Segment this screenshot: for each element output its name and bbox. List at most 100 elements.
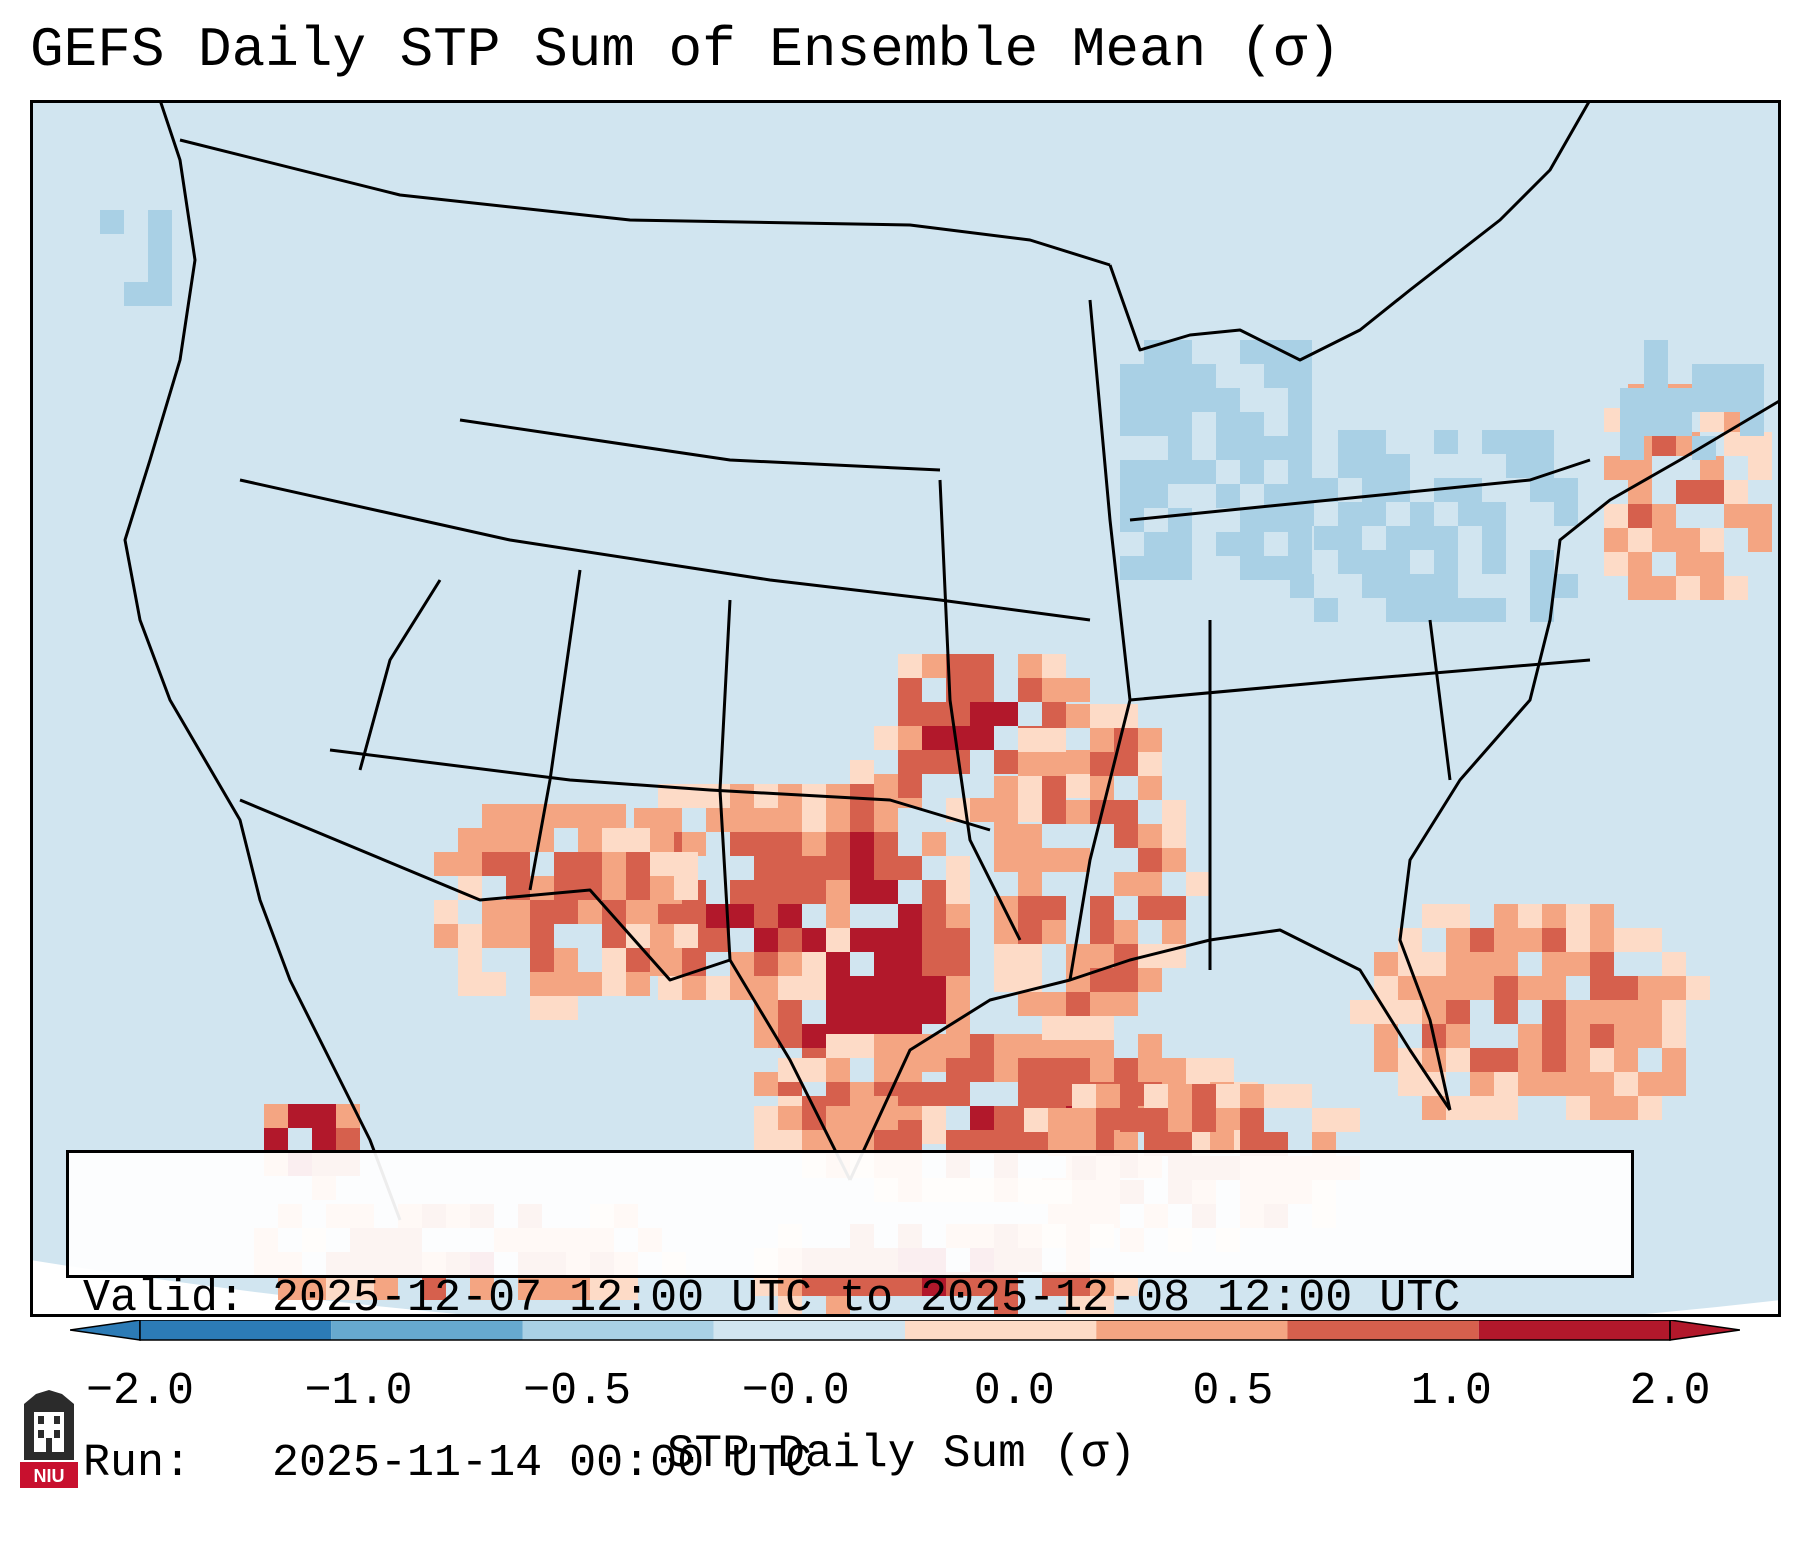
stp-cell [482, 804, 506, 828]
stp-cell [530, 948, 554, 972]
stp-cell [1018, 992, 1042, 1016]
stp-cell [1518, 1048, 1542, 1072]
stp-cell [1144, 364, 1168, 388]
stp-cell [1614, 1000, 1638, 1024]
stp-cell [778, 976, 802, 1000]
stp-cell [1716, 388, 1740, 412]
stp-cell [1288, 364, 1312, 388]
stp-cell [1042, 1016, 1066, 1040]
stp-cell [946, 1034, 970, 1058]
stp-cell [1042, 678, 1066, 702]
stp-cell [554, 900, 578, 924]
stp-cell [1542, 952, 1566, 976]
stp-cell [1216, 1084, 1240, 1108]
stp-cell [898, 928, 922, 952]
stp-cell [1066, 774, 1090, 798]
stp-cell [898, 856, 922, 880]
stp-cell [826, 1000, 850, 1024]
stp-cell [946, 976, 970, 1000]
stp-cell [754, 1072, 778, 1096]
colorbar-tick-label: 0.0 [973, 1366, 1055, 1417]
stp-cell [1700, 552, 1724, 576]
stp-cell [1506, 430, 1530, 454]
stp-cell [1338, 502, 1362, 526]
stp-cell [778, 832, 802, 856]
stp-cell [1740, 364, 1764, 388]
stp-cell [1264, 1084, 1288, 1108]
colorbar-segment [522, 1320, 714, 1340]
stp-cell [1590, 952, 1614, 976]
stp-cell [802, 808, 826, 832]
stp-cell [1018, 848, 1042, 872]
stp-cell [506, 924, 530, 948]
stp-cell [1042, 992, 1066, 1016]
stp-cell [1114, 872, 1138, 896]
stp-cell [970, 726, 994, 750]
stp-cell [1724, 480, 1748, 504]
stp-cell [1240, 508, 1264, 532]
stp-cell [1446, 1048, 1470, 1072]
stp-cell [1652, 504, 1676, 528]
stp-cell [1482, 598, 1506, 622]
stp-cell [1090, 944, 1114, 968]
stp-cell [1120, 460, 1144, 484]
stp-cells [100, 210, 1772, 1317]
stp-cell [1096, 1084, 1120, 1108]
stp-cell [1604, 552, 1628, 576]
stp-cell [578, 972, 602, 996]
stp-cell [874, 774, 898, 798]
stp-cell [1518, 904, 1542, 928]
stp-cell [922, 1000, 946, 1024]
stp-cell [1362, 454, 1386, 478]
stp-cell [826, 1082, 850, 1106]
stp-cell [1494, 928, 1518, 952]
stp-cell [1554, 478, 1578, 502]
stp-cell [458, 924, 482, 948]
stp-cell [922, 702, 946, 726]
stp-cell [1018, 1082, 1042, 1106]
state-line-7 [938, 479, 1022, 941]
stp-cell [1386, 526, 1410, 550]
colorbar-tick-label: −2.0 [85, 1366, 195, 1417]
stp-cell [922, 654, 946, 678]
stp-cell [1240, 1108, 1264, 1132]
stp-cell [302, 1276, 326, 1300]
stp-cell [874, 928, 898, 952]
stp-cell [970, 1034, 994, 1058]
stp-cell [1144, 1108, 1168, 1132]
stp-cell [898, 976, 922, 1000]
stp-cell [1186, 1058, 1210, 1082]
state-line-11 [1428, 619, 1452, 781]
stp-cell [100, 210, 124, 234]
stp-cell [826, 856, 850, 880]
stp-cell [970, 702, 994, 726]
stp-cell [1620, 388, 1644, 412]
stp-cell [1410, 574, 1434, 598]
stp-cell [1240, 340, 1264, 364]
stp-cell [1042, 1058, 1066, 1082]
state-line-3 [329, 748, 991, 832]
stp-cell [1162, 920, 1186, 944]
state-line-1 [239, 478, 1091, 622]
stp-cell [1288, 436, 1312, 460]
stp-cell [1362, 478, 1386, 502]
stp-cell [1066, 1296, 1090, 1317]
stp-cell [1138, 752, 1162, 776]
stp-cell [994, 920, 1018, 944]
stp-cell [458, 852, 482, 876]
stp-cell [1494, 904, 1518, 928]
stp-cell [1162, 824, 1186, 848]
stp-cell [1434, 430, 1458, 454]
stp-cell [898, 1000, 922, 1024]
stp-cell [1566, 904, 1590, 928]
stp-cell [350, 1276, 374, 1300]
stp-cell [148, 234, 172, 258]
stp-cell [1090, 752, 1114, 776]
colorbar-extend-high [1669, 1320, 1740, 1341]
stp-cell [1724, 504, 1748, 528]
stp-cell [602, 876, 626, 900]
stp-cell [1066, 678, 1090, 702]
stp-cell [1018, 1034, 1042, 1058]
colorbar-segment [1096, 1320, 1288, 1340]
stp-cell [1374, 1024, 1398, 1048]
